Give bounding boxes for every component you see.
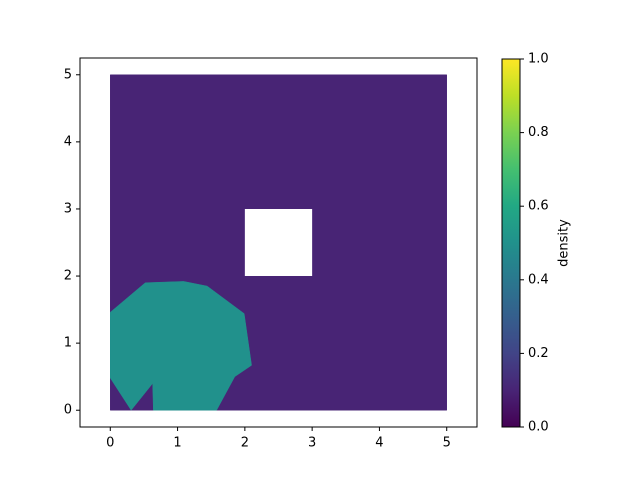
colorbar-tick-label: 0.6 <box>528 199 549 214</box>
colorbar-tick-label: 0.0 <box>528 420 549 435</box>
colorbar-label: density <box>557 219 572 267</box>
y-tick-label: 4 <box>64 134 72 149</box>
y-tick-label: 2 <box>64 269 72 284</box>
colorbar-tick-label: 0.2 <box>528 346 549 361</box>
colorbar-tick-label: 0.4 <box>528 272 549 287</box>
hole <box>244 208 313 277</box>
y-tick-label: 3 <box>64 201 72 216</box>
y-tick-label: 5 <box>64 67 72 82</box>
density-region <box>110 281 252 411</box>
y-tick-label: 0 <box>64 403 72 418</box>
x-tick-label: 0 <box>106 436 114 451</box>
colorbar-tick-label: 0.8 <box>528 125 549 140</box>
colorbar <box>501 58 521 428</box>
x-tick-label: 3 <box>308 436 316 451</box>
x-tick-label: 4 <box>375 436 383 451</box>
x-tick-label: 2 <box>241 436 249 451</box>
x-tick-label: 5 <box>443 436 451 451</box>
colorbar-tick-label: 1.0 <box>528 52 549 67</box>
x-tick-label: 1 <box>173 436 181 451</box>
y-tick-label: 1 <box>64 336 72 351</box>
axes-frame <box>79 57 478 428</box>
